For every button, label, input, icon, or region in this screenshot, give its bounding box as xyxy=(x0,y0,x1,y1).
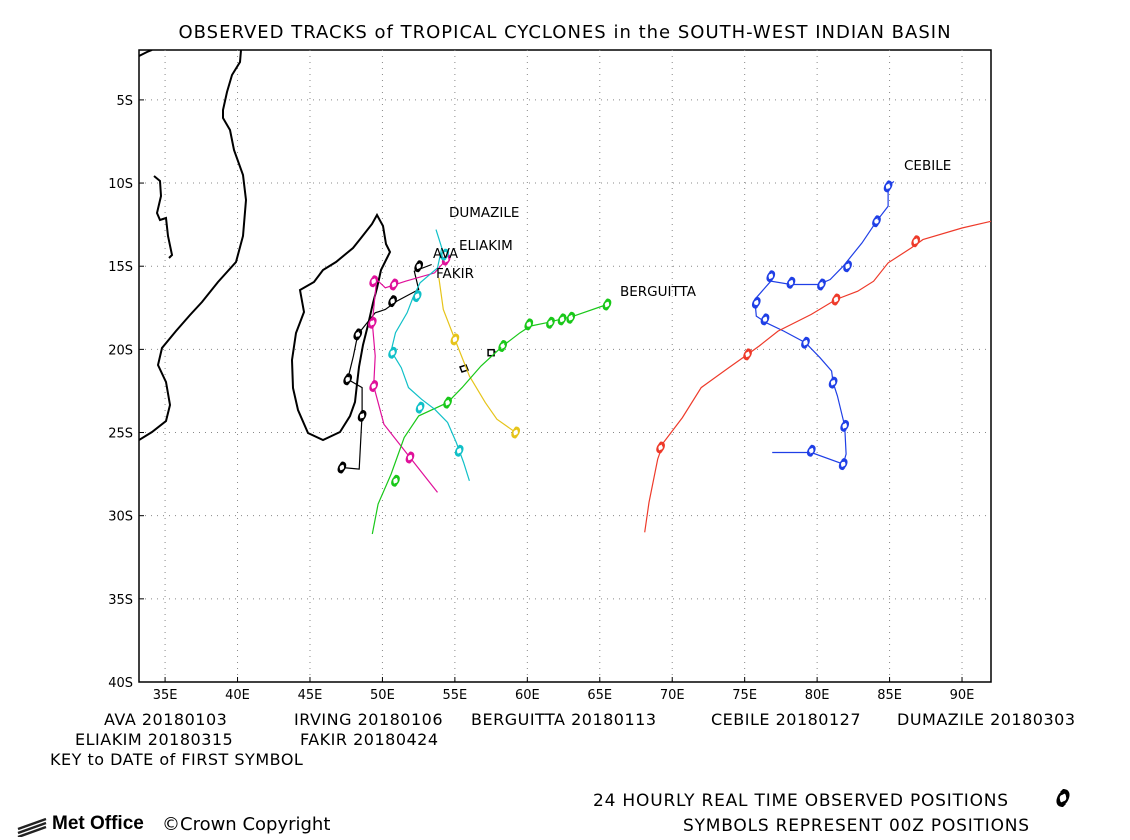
lon-tick-label: 85E xyxy=(877,688,902,703)
reunion-island xyxy=(459,364,469,373)
label-berguitta: BERGUITTA xyxy=(620,284,697,300)
track-line xyxy=(371,303,608,535)
key-ava: AVA 20180103 xyxy=(104,710,228,729)
lon-tick-label: 90E xyxy=(950,688,975,703)
met-office-logo-icon xyxy=(17,817,47,837)
map-frame xyxy=(138,49,992,683)
met-office-logo-text: Met Office xyxy=(52,813,144,834)
track-line xyxy=(390,229,470,481)
tropical-cyclone-symbol-icon xyxy=(1056,789,1070,807)
track-line xyxy=(438,277,517,433)
track-ava xyxy=(337,260,432,474)
lon-tick-label: 65E xyxy=(587,688,612,703)
coastlines xyxy=(139,50,469,442)
lat-tick-label: 25S xyxy=(108,427,133,442)
track-red xyxy=(644,220,991,533)
lon-tick-label: 60E xyxy=(515,688,540,703)
track-cebile xyxy=(751,180,895,471)
lat-tick-label: 40S xyxy=(108,676,133,691)
lon-tick-label: 35E xyxy=(153,688,178,703)
key-fakir: FAKIR 20180424 xyxy=(300,730,439,749)
lon-tick-label: 70E xyxy=(660,688,685,703)
copyright-text: Crown Copyright xyxy=(180,814,331,835)
lon-tick-label: 45E xyxy=(298,688,323,703)
track-dumazile xyxy=(388,229,470,481)
track-fakir xyxy=(438,277,521,439)
label-cebile: CEBILE xyxy=(904,158,951,174)
label-dumazile: DUMAZILE xyxy=(449,205,519,221)
key-irving: IRVING 20180106 xyxy=(294,710,444,729)
lon-tick-label: 40E xyxy=(225,688,250,703)
lat-tick-label: 15S xyxy=(108,260,133,275)
lat-tick-label: 20S xyxy=(108,343,133,358)
africa-coastline xyxy=(139,50,248,441)
lon-tick-label: 50E xyxy=(370,688,395,703)
crown-copyright: ©Crown Copyright xyxy=(162,814,330,835)
label-fakir: FAKIR xyxy=(436,266,474,282)
track-eliakim xyxy=(367,253,451,493)
map-title: OBSERVED TRACKS of TROPICAL CYCLONES in … xyxy=(178,22,952,43)
zanzibar-coast xyxy=(153,175,174,259)
label-eliakim: ELIAKIM xyxy=(459,238,513,254)
footer-line2: SYMBOLS REPRESENT 00Z POSITIONS xyxy=(683,816,1030,836)
gridlines xyxy=(139,50,991,682)
key-eliakim: ELIAKIM 20180315 xyxy=(75,730,234,749)
lat-tick-label: 5S xyxy=(116,94,133,109)
track-position-marker xyxy=(487,348,495,357)
key-note: KEY to DATE of FIRST SYMBOL xyxy=(50,750,304,769)
track-berguitta xyxy=(371,298,612,535)
lon-tick-label: 55E xyxy=(442,688,467,703)
latitude-labels: 5S 10S 15S 20S 25S 30S 35S 40S xyxy=(108,94,144,691)
lat-tick-label: 30S xyxy=(108,510,133,525)
lat-tick-label: 35S xyxy=(108,593,133,608)
track-irving xyxy=(487,348,496,357)
key-berguitta: BERGUITTA 20180113 xyxy=(471,710,657,729)
label-ava: AVA xyxy=(433,247,458,262)
footer-line1: 24 HOURLY REAL TIME OBSERVED POSITIONS xyxy=(593,791,1009,811)
lon-tick-label: 80E xyxy=(805,688,830,703)
lat-tick-label: 10S xyxy=(108,177,133,192)
lon-tick-label: 75E xyxy=(732,688,757,703)
madagascar-coastline xyxy=(290,212,392,442)
longitude-labels: 35E 40E 45E 50E 55E 60E 65E 70E 75E 80E 85E 90E xyxy=(153,677,975,703)
key-cebile: CEBILE 20180127 xyxy=(711,710,862,729)
key-dumazile: DUMAZILE 20180303 xyxy=(897,710,1076,729)
copyright-symbol: © xyxy=(162,814,180,835)
cyclone-tracks xyxy=(337,180,991,535)
